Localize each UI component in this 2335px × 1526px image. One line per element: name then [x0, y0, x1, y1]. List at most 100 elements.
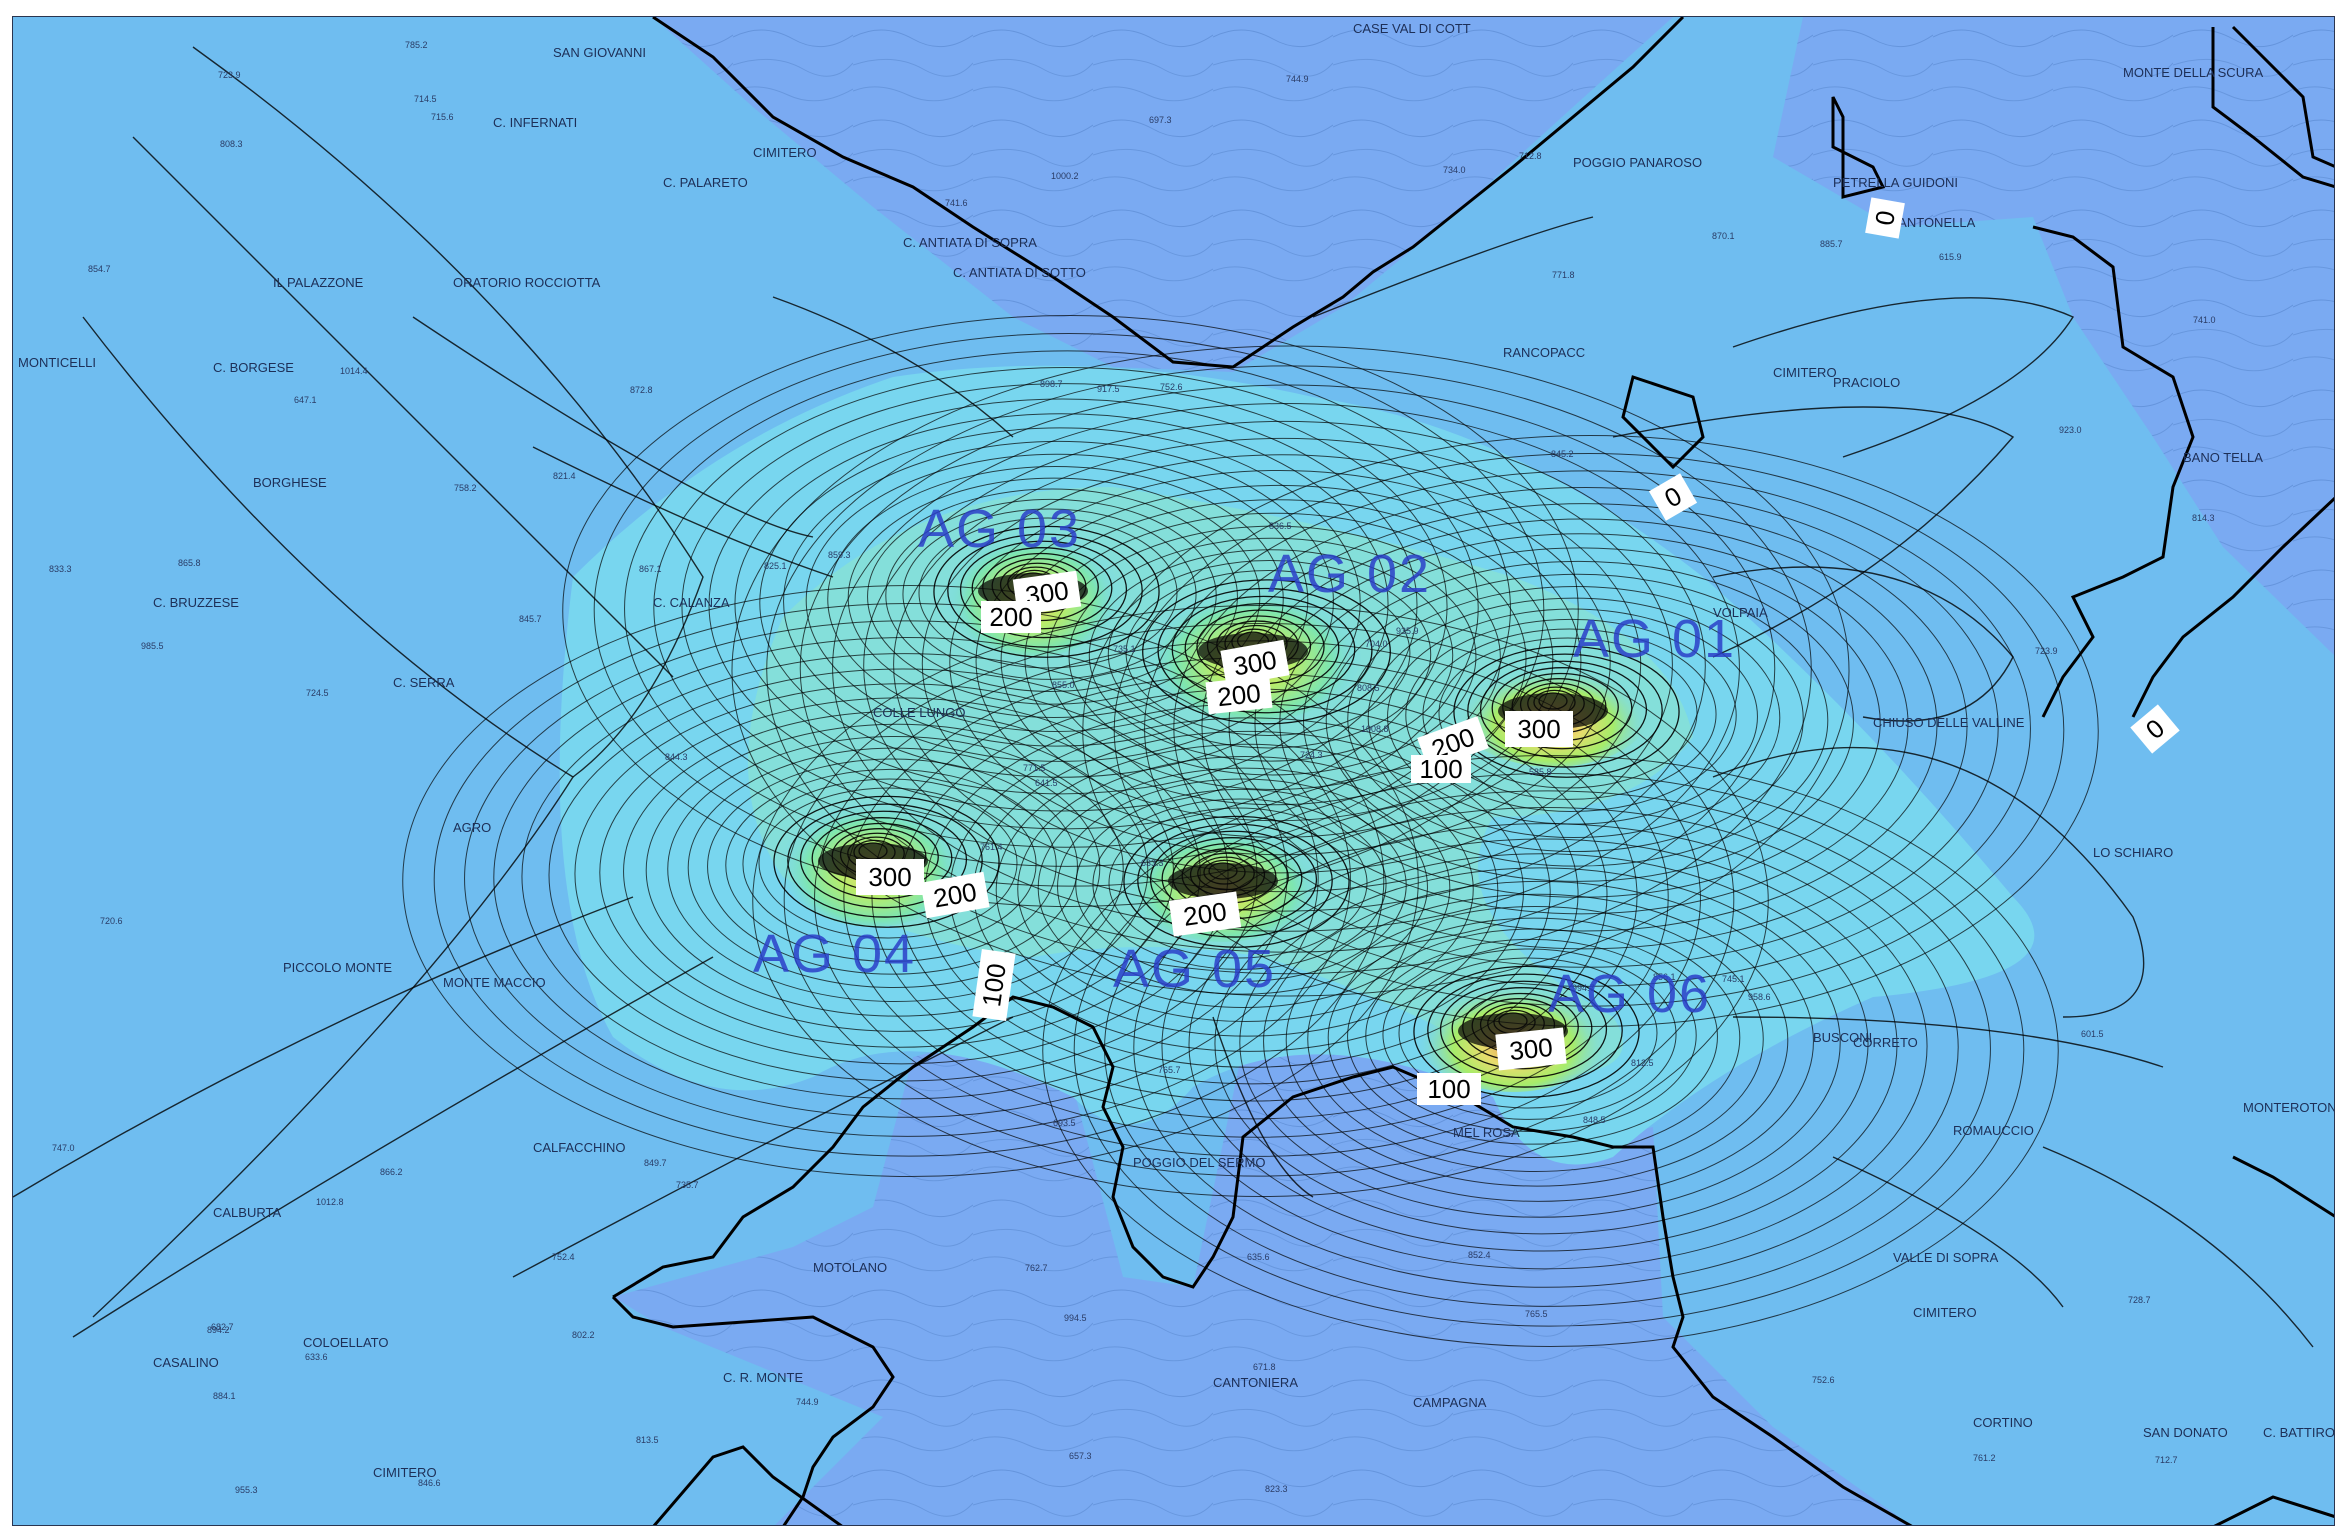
contour-label: 0 [1865, 197, 1905, 239]
elevation-mark: 846.6 [418, 1478, 441, 1488]
place-name: MONTE DELLA SCURA [2123, 65, 2263, 80]
contour-line [971, 547, 1113, 630]
contour-label: 0 [2130, 704, 2180, 754]
elevation-mark: 821.4 [553, 471, 576, 481]
place-name: POGGIO PANAROSO [1573, 155, 1702, 170]
elevation-mark: 752.4 [552, 1252, 575, 1262]
elevation-mark: 867.1 [639, 564, 662, 574]
contour-line [811, 817, 953, 900]
elevation-mark: 935.9 [1396, 626, 1419, 636]
elevation-mark: 994.7 [1572, 983, 1595, 993]
place-name: C. ANTIATA DI SOTTO [953, 265, 1086, 280]
elevation-mark: 723.9 [2035, 646, 2058, 656]
contour-line [1057, 778, 1428, 995]
contour-line [1712, 566, 2014, 722]
elevation-mark: 872.8 [630, 385, 653, 395]
place-name: C. ANTIATA DI SOPRA [903, 235, 1037, 250]
turbine-label-ag01: AG 01 [1573, 609, 1736, 669]
elevation-mark: 745.1 [1722, 974, 1745, 984]
svg-text:0: 0 [1869, 208, 1901, 227]
elevation-mark: 761.2 [1973, 1453, 1996, 1463]
contour-line [653, 367, 1479, 848]
elevation-mark: 845.2 [1551, 449, 1574, 459]
place-name: C. BORGESE [213, 360, 294, 375]
contour-line [758, 787, 1018, 939]
contour-line [1137, 823, 1333, 938]
contour-line [995, 743, 1499, 1037]
contour-line [1092, 798, 1387, 970]
contour-line [1303, 560, 1854, 882]
contour-line [412, 316, 814, 538]
place-name: PRACIOLO [1833, 375, 1900, 390]
contour-line [1832, 1156, 2064, 1308]
elevation-mark: 720.6 [100, 916, 123, 926]
elevation-mark: 813.5 [636, 1435, 659, 1445]
contour-line [1173, 487, 1999, 968]
contour-line [1453, 645, 1680, 778]
elevation-mark: 735.1 [1113, 644, 1136, 654]
contour-line [433, 602, 1385, 1157]
contour-line [725, 768, 1057, 962]
noise-contour-lines [13, 46, 2314, 1348]
place-name: MONTICELLI [18, 355, 96, 370]
elevation-mark: 812.5 [1631, 1058, 1654, 1068]
place-name: BANO TELLA [2183, 450, 2263, 465]
place-name: S. ANTONELLA [1883, 215, 1976, 230]
elevation-mark: 848.5 [1583, 1115, 1606, 1125]
elevation-mark: 671.8 [1253, 1362, 1276, 1372]
elevation-marks: 633.3 647.1 641.5 682.7 704.0 735.7 712.8 752.6… [49, 40, 2216, 1495]
contour-line [1214, 853, 1869, 1235]
elevation-mark: 866.2 [380, 1167, 403, 1177]
elevation-mark: 849.7 [644, 1158, 667, 1168]
contour-line [1398, 957, 1658, 1109]
elevation-mark: 955.3 [235, 1485, 258, 1495]
contour-line [827, 466, 1284, 732]
contour-line [787, 803, 983, 918]
elevation-mark: 744.9 [1286, 74, 1309, 84]
contour-line [1347, 586, 1804, 852]
elevation-mark: 825.1 [764, 561, 787, 571]
contour-label: 200 [1205, 675, 1273, 715]
elevation-mark: 693.5 [1053, 1118, 1076, 1128]
contour-line [2042, 1146, 2314, 1348]
contour-line [1612, 406, 2015, 658]
contour-line [192, 46, 704, 778]
place-name: COLOELLATO [303, 1335, 389, 1350]
elevation-mark: 898.7 [1040, 379, 1063, 389]
contour-label: 100 [1411, 754, 1471, 784]
zero-limit-boundaries [611, 17, 2334, 1525]
contour-line [1188, 838, 1898, 1252]
elevation-mark: 635.6 [1247, 1252, 1270, 1262]
elevation-mark: 917.5 [1097, 384, 1120, 394]
elevation-mark: 615.9 [1939, 252, 1962, 262]
contour-label: 300 [1495, 1027, 1567, 1071]
elevation-mark: 741.6 [945, 198, 968, 208]
elevation-mark: 852.4 [1468, 1250, 1491, 1260]
contour-line [1405, 618, 1737, 812]
elevation-mark: 682.7 [211, 1322, 234, 1332]
place-name: CAMPAGNA [1413, 1395, 1487, 1410]
elevation-mark: 734.0 [1443, 165, 1466, 175]
contour-label: 300 [1505, 711, 1573, 747]
contour-line [1075, 788, 1407, 982]
elevation-mark: 808.5 [1357, 683, 1380, 693]
turbine-labels: AG 01 AG 02 AG 03 AG 04 AG 05 AG 06 [753, 499, 1736, 1024]
svg-text:300: 300 [1231, 644, 1279, 681]
contour-line [1439, 980, 1608, 1079]
elevation-mark: 923.0 [2059, 425, 2082, 435]
contour-line [752, 605, 1769, 1197]
elevation-mark: 1014.4 [340, 366, 368, 376]
elevation-mark: 885.7 [1820, 239, 1843, 249]
place-name: PICCOLO MONTE [283, 960, 392, 975]
contour-line [863, 420, 1706, 912]
svg-text:100: 100 [1427, 1074, 1470, 1104]
contour-line [1037, 767, 1451, 1009]
contour-line [707, 758, 1078, 975]
elevation-mark: 712.7 [2155, 1455, 2178, 1465]
elevation-mark: 823.3 [1265, 1484, 1288, 1494]
elevation-mark: 761.4 [980, 842, 1003, 852]
contour-line [1107, 559, 1432, 749]
place-name: CHIUSO DELLE VALLINE [1873, 715, 2025, 730]
contour-line [799, 810, 968, 909]
contour-line [783, 622, 1735, 1177]
